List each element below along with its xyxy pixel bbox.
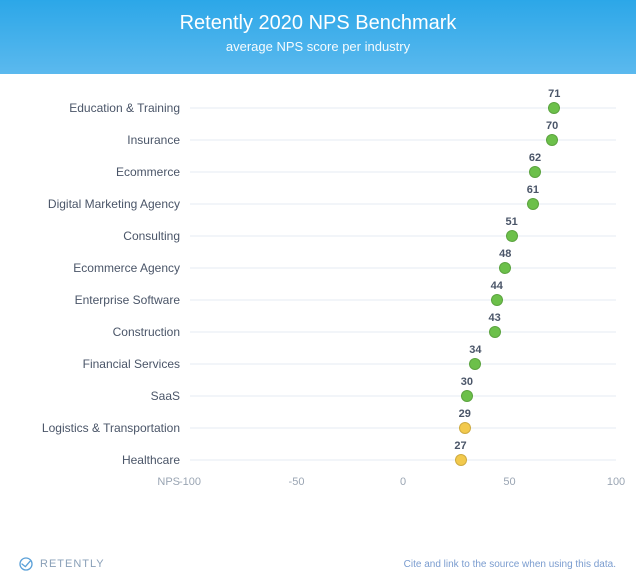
data-point-value: 34 (469, 344, 481, 356)
axis-tick: 0 (400, 476, 406, 488)
row-label: Digital Marketing Agency (20, 197, 190, 211)
row-label: Enterprise Software (20, 293, 190, 307)
data-point-value: 51 (506, 216, 518, 228)
row-label: Healthcare (20, 453, 190, 467)
data-point-value: 70 (546, 120, 558, 132)
axis-label: NPS (20, 476, 190, 488)
chart-row: Ecommerce Agency48 (20, 252, 616, 284)
data-point (469, 358, 481, 370)
data-point (455, 454, 467, 466)
row-gridline (190, 395, 616, 397)
row-gridline (190, 299, 616, 301)
data-point-value: 43 (488, 312, 500, 324)
x-axis: NPS -100-50050100 (20, 476, 616, 498)
row-gridline (190, 427, 616, 429)
data-point-value: 29 (459, 408, 471, 420)
brand-text: RETENTLY (40, 558, 105, 570)
chart-title: Retently 2020 NPS Benchmark (0, 12, 636, 35)
data-point (491, 294, 503, 306)
chart-row: Education & Training71 (20, 92, 616, 124)
row-track: 30 (190, 380, 616, 412)
chart-rows: Education & Training71Insurance70Ecommer… (20, 92, 616, 476)
data-point (548, 102, 560, 114)
row-track: 70 (190, 124, 616, 156)
row-gridline (190, 171, 616, 173)
data-point (461, 390, 473, 402)
row-track: 34 (190, 348, 616, 380)
row-label: Ecommerce Agency (20, 261, 190, 275)
chart-row: Logistics & Transportation29 (20, 412, 616, 444)
header: Retently 2020 NPS Benchmark average NPS … (0, 0, 636, 74)
data-point (499, 262, 511, 274)
axis-tick: 100 (607, 476, 625, 488)
row-label: Education & Training (20, 101, 190, 115)
data-point-value: 30 (461, 376, 473, 388)
row-track: 62 (190, 156, 616, 188)
data-point (459, 422, 471, 434)
row-label: SaaS (20, 389, 190, 403)
chart-row: Digital Marketing Agency61 (20, 188, 616, 220)
chart-row: Insurance70 (20, 124, 616, 156)
row-label: Construction (20, 325, 190, 339)
row-label: Consulting (20, 229, 190, 243)
data-point-value: 61 (527, 184, 539, 196)
row-label: Financial Services (20, 357, 190, 371)
chart-row: Financial Services34 (20, 348, 616, 380)
data-point-value: 71 (548, 88, 560, 100)
row-gridline (190, 363, 616, 365)
row-label: Insurance (20, 133, 190, 147)
data-point-value: 62 (529, 152, 541, 164)
chart-row: Enterprise Software44 (20, 284, 616, 316)
chart-subtitle: average NPS score per industry (0, 39, 636, 54)
chart-row: SaaS30 (20, 380, 616, 412)
chart-row: Consulting51 (20, 220, 616, 252)
row-track: 29 (190, 412, 616, 444)
data-point (489, 326, 501, 338)
row-track: 44 (190, 284, 616, 316)
data-point (506, 230, 518, 242)
data-point (529, 166, 541, 178)
axis-tick: -50 (289, 476, 305, 488)
source-note: Cite and link to the source when using t… (404, 559, 616, 570)
row-track: 27 (190, 444, 616, 476)
row-track: 43 (190, 316, 616, 348)
row-gridline (190, 235, 616, 237)
data-point-value: 44 (491, 280, 503, 292)
row-track: 61 (190, 188, 616, 220)
data-point-value: 27 (454, 440, 466, 452)
axis-tick: -100 (179, 476, 201, 488)
axis-ticks: -100-50050100 (190, 476, 616, 498)
row-gridline (190, 459, 616, 461)
data-point (546, 134, 558, 146)
row-label: Logistics & Transportation (20, 421, 190, 435)
row-gridline (190, 331, 616, 333)
row-track: 48 (190, 252, 616, 284)
row-gridline (190, 267, 616, 269)
brand-footer: RETENTLY (18, 556, 105, 572)
chart-row: Healthcare27 (20, 444, 616, 476)
row-track: 51 (190, 220, 616, 252)
chart-row: Construction43 (20, 316, 616, 348)
axis-tick: 50 (503, 476, 515, 488)
retently-logo-icon (18, 556, 34, 572)
data-point-value: 48 (499, 248, 511, 260)
data-point (527, 198, 539, 210)
chart-area: Education & Training71Insurance70Ecommer… (0, 74, 636, 498)
row-gridline (190, 203, 616, 205)
row-label: Ecommerce (20, 165, 190, 179)
